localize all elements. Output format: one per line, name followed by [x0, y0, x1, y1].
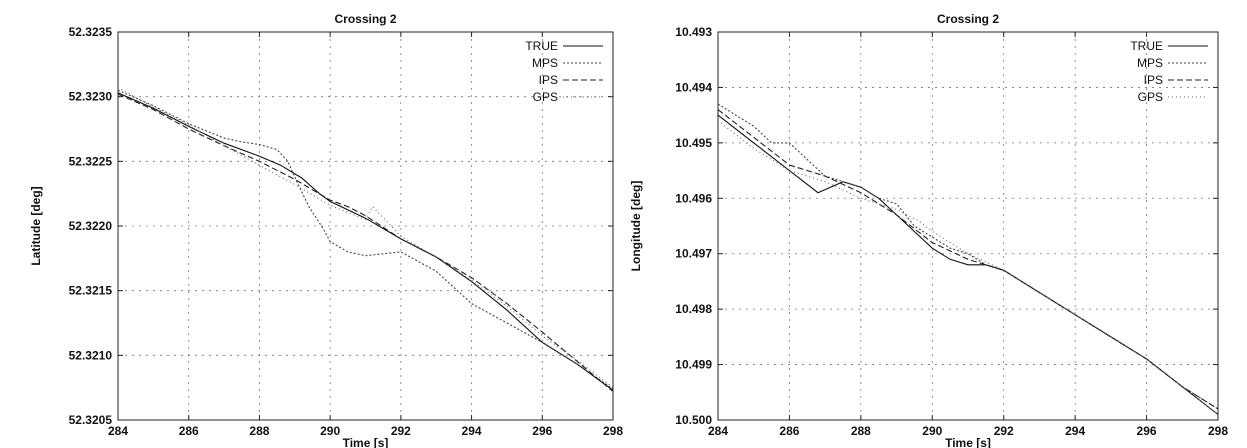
x-tick-label: 286 [179, 424, 199, 438]
x-tick-label: 294 [462, 424, 482, 438]
legend-label-true: TRUE [525, 39, 558, 53]
y-tick-label: 10.499 [675, 358, 712, 372]
legend-label-true: TRUE [1130, 39, 1163, 53]
series-group [117, 87, 614, 392]
x-tick-label: 298 [1208, 424, 1228, 438]
x-tick-label: 288 [851, 424, 871, 438]
chart-latitude: 284 286 288 290 292 294 296 298 52.3205 52.3210 52… [29, 12, 623, 448]
series-group [717, 103, 1219, 415]
x-tick-label: 284 [708, 424, 728, 438]
y-tick-label: 10.498 [675, 302, 712, 316]
x-tick-label: 286 [779, 424, 799, 438]
series-line-gps [117, 87, 614, 389]
series-line-true [117, 92, 614, 391]
legend-label-mps: MPS [1137, 56, 1163, 70]
x-tick-label: 296 [532, 424, 552, 438]
chart-longitude: 284 286 288 290 292 294 296 298 10.493 10.494 10.4… [629, 12, 1228, 448]
y-tick-label: 10.497 [675, 247, 712, 261]
x-tick-label: 290 [320, 424, 340, 438]
legend: TRUE MPS IPS GPS [1130, 39, 1208, 104]
x-axis-label: Time [s] [945, 436, 991, 448]
x-tick-label: 288 [249, 424, 269, 438]
x-tick-label: 298 [603, 424, 623, 438]
legend-label-ips: IPS [539, 73, 558, 87]
y-tick-label: 52.3215 [69, 284, 113, 298]
y-axis-label: Longitude [deg] [629, 181, 643, 272]
x-tick-label: 290 [922, 424, 942, 438]
plot-frame [717, 31, 1219, 421]
legend-label-ips: IPS [1144, 73, 1163, 87]
series-line-true [717, 114, 1219, 415]
y-tick-label: 10.493 [675, 25, 712, 39]
x-tick-label: 292 [994, 424, 1014, 438]
y-tick-label: 52.3220 [69, 219, 113, 233]
series-line-gps [717, 120, 1219, 415]
series-line-ips [717, 109, 1219, 410]
legend-label-mps: MPS [532, 56, 558, 70]
series-line-mps [717, 103, 1219, 410]
y-tick-label: 52.3230 [69, 90, 113, 104]
x-tick-label: 294 [1065, 424, 1085, 438]
chart-title: Crossing 2 [334, 12, 396, 26]
y-axis-label: Latitude [deg] [29, 186, 43, 265]
y-tick-label: 52.3205 [69, 413, 113, 427]
x-tick-label: 284 [108, 424, 128, 438]
y-tick-label: 10.496 [675, 191, 712, 205]
chart-title: Crossing 2 [937, 12, 999, 26]
series-line-mps [117, 89, 614, 390]
y-tick-label: 52.3235 [69, 25, 113, 39]
y-tick-label: 10.500 [675, 413, 712, 427]
legend-label-gps: GPS [1138, 90, 1163, 104]
y-tick-label: 10.494 [675, 80, 712, 94]
x-tick-label: 296 [1137, 424, 1157, 438]
y-tick-label: 52.3210 [69, 348, 113, 362]
y-tick-label: 52.3225 [69, 154, 113, 168]
x-tick-label: 292 [391, 424, 411, 438]
y-tick-label: 10.495 [675, 136, 712, 150]
x-axis-label: Time [s] [343, 436, 389, 448]
legend-label-gps: GPS [533, 90, 558, 104]
legend: TRUE MPS IPS GPS [525, 39, 603, 104]
series-line-ips [117, 93, 614, 392]
